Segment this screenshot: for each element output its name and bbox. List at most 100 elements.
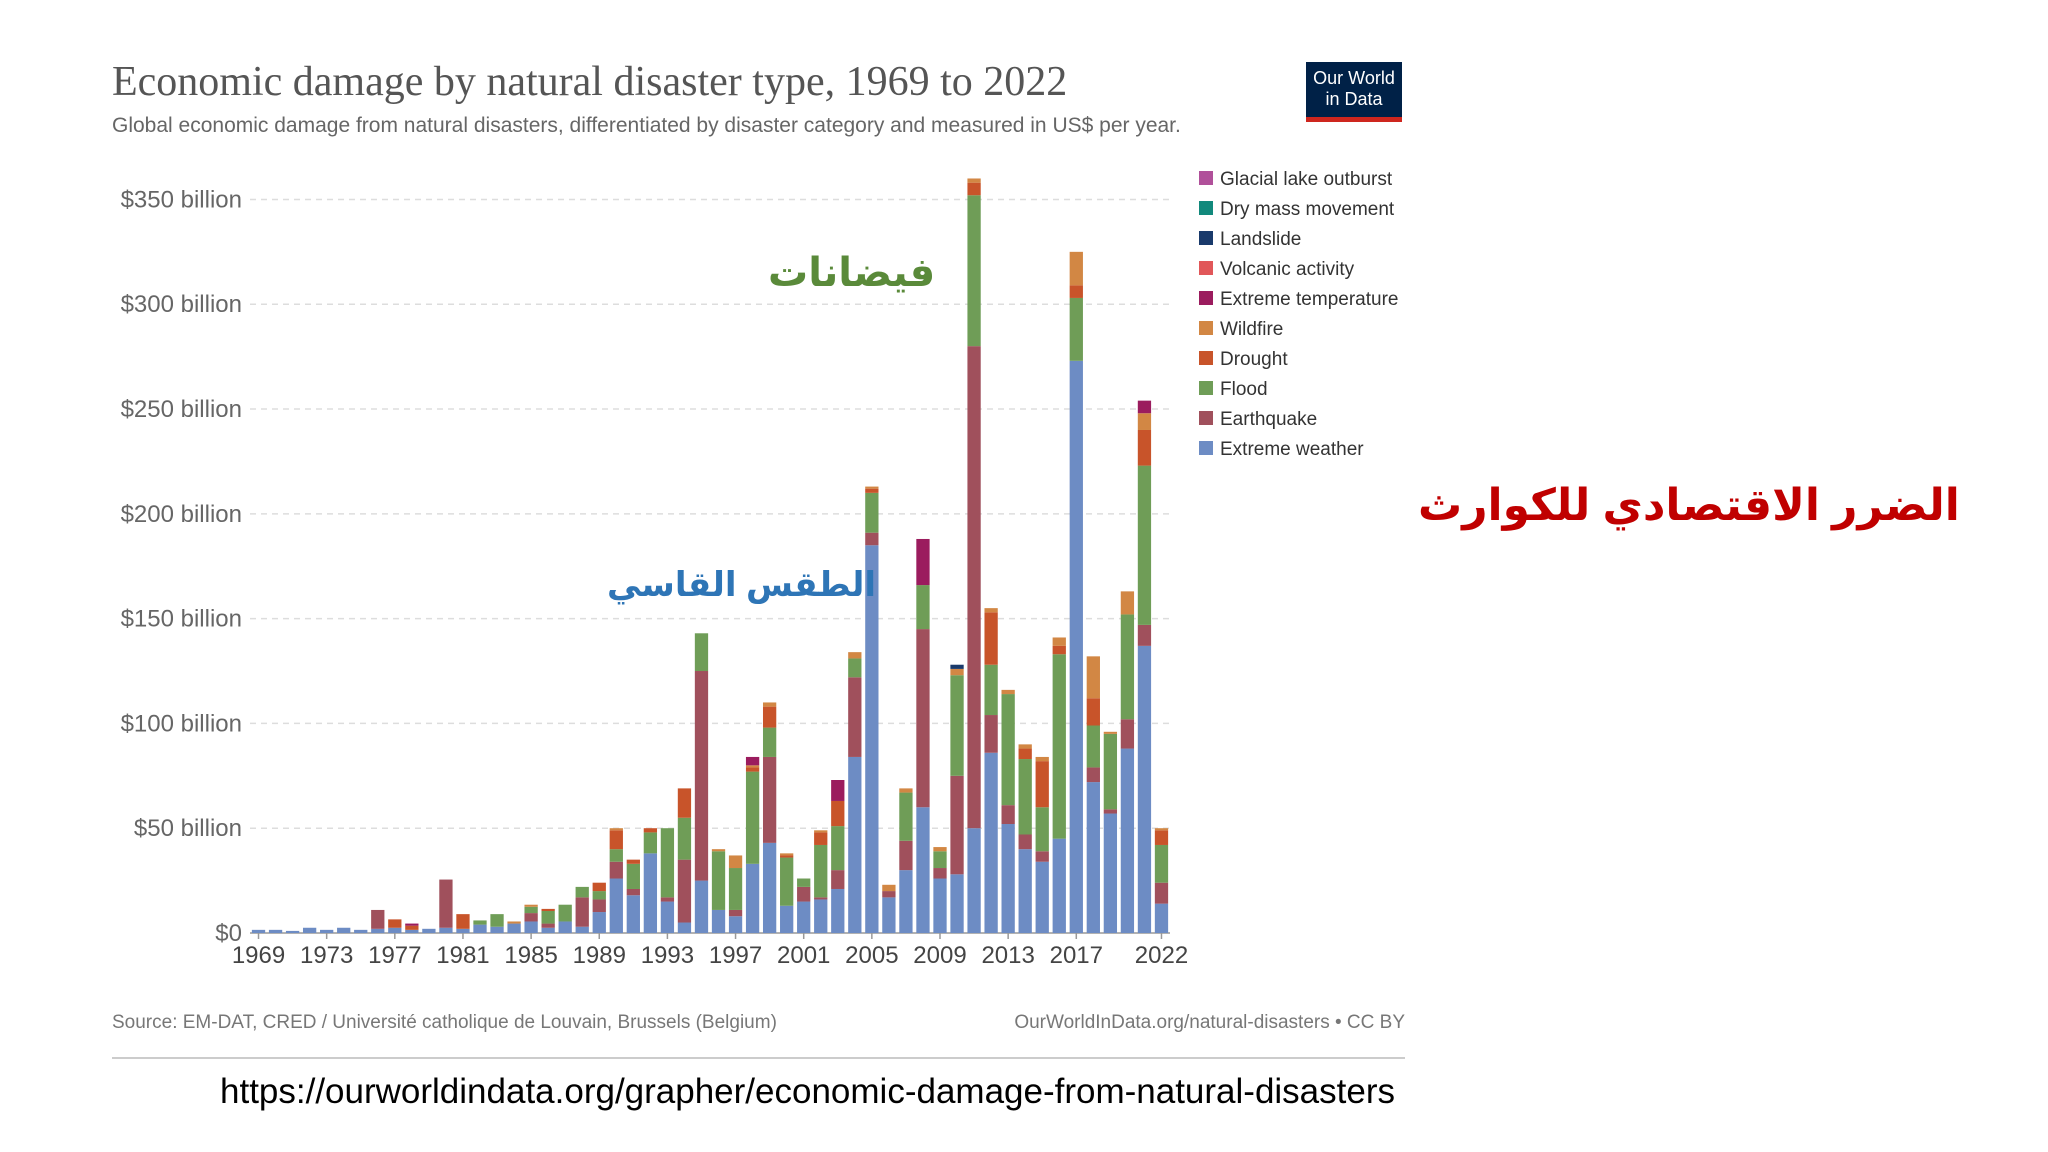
- bar-segment[interactable]: [865, 492, 879, 533]
- bar-segment[interactable]: [677, 817, 692, 860]
- bar-segment[interactable]: [354, 929, 368, 933]
- bar-segment[interactable]: [797, 886, 811, 902]
- credit-link[interactable]: OurWorldInData.org/natural-disasters • C…: [1014, 1012, 1405, 1033]
- legend-swatch[interactable]: [1199, 411, 1213, 425]
- legend-swatch[interactable]: [1199, 291, 1213, 305]
- bar-segment[interactable]: [1069, 285, 1083, 298]
- source-url[interactable]: https://ourworldindata.org/grapher/econo…: [220, 1072, 1395, 1111]
- bar-segment[interactable]: [780, 905, 794, 933]
- bar-segment[interactable]: [797, 878, 811, 887]
- bar-segment[interactable]: [1069, 251, 1083, 286]
- bar-segment[interactable]: [984, 664, 998, 716]
- bar-segment[interactable]: [609, 830, 623, 850]
- bar-segment[interactable]: [780, 857, 794, 906]
- bar-segment[interactable]: [473, 920, 487, 925]
- bar-segment[interactable]: [285, 930, 300, 933]
- bar-segment[interactable]: [507, 923, 521, 933]
- bar-segment[interactable]: [507, 921, 521, 924]
- bar-segment[interactable]: [831, 800, 845, 827]
- bar-segment[interactable]: [541, 908, 555, 911]
- bar-segment[interactable]: [745, 771, 760, 864]
- bar-segment[interactable]: [1086, 698, 1100, 726]
- bar-segment[interactable]: [762, 727, 777, 757]
- bar-segment[interactable]: [711, 851, 726, 910]
- bar-segment[interactable]: [933, 878, 947, 933]
- bar-segment[interactable]: [950, 664, 964, 669]
- bar-segment[interactable]: [745, 756, 760, 766]
- bar-segment[interactable]: [728, 868, 743, 910]
- bar-segment[interactable]: [745, 765, 760, 768]
- bar-segment[interactable]: [1137, 413, 1152, 430]
- bar-segment[interactable]: [933, 851, 947, 869]
- bar-segment[interactable]: [405, 929, 419, 933]
- bar-segment[interactable]: [1137, 645, 1152, 933]
- bar-segment[interactable]: [575, 897, 589, 927]
- bar-segment[interactable]: [643, 853, 658, 933]
- bar-segment[interactable]: [933, 868, 947, 879]
- bar-segment[interactable]: [797, 901, 811, 933]
- bar-segment[interactable]: [302, 927, 317, 933]
- bar-segment[interactable]: [848, 756, 862, 933]
- bar-segment[interactable]: [677, 788, 692, 818]
- bar-segment[interactable]: [609, 861, 623, 879]
- legend-label[interactable]: Wildfire: [1220, 319, 1283, 340]
- bar-segment[interactable]: [626, 895, 640, 933]
- bar-segment[interactable]: [1069, 360, 1083, 934]
- legend-swatch[interactable]: [1199, 441, 1213, 455]
- bar-segment[interactable]: [728, 855, 743, 869]
- bar-segment[interactable]: [967, 828, 981, 933]
- bar-segment[interactable]: [1001, 805, 1015, 825]
- bar-segment[interactable]: [405, 923, 419, 926]
- bar-segment[interactable]: [1035, 756, 1049, 762]
- bar-segment[interactable]: [575, 886, 589, 898]
- legend-label[interactable]: Volcanic activity: [1220, 259, 1355, 280]
- bar-segment[interactable]: [592, 912, 606, 933]
- bar-segment[interactable]: [1137, 465, 1152, 625]
- bar-segment[interactable]: [1120, 614, 1135, 720]
- bar-segment[interactable]: [1120, 748, 1135, 933]
- bar-segment[interactable]: [1018, 834, 1032, 850]
- bar-segment[interactable]: [1154, 903, 1169, 933]
- bar-segment[interactable]: [251, 929, 266, 933]
- bar-segment[interactable]: [1154, 844, 1169, 883]
- bar-segment[interactable]: [899, 788, 913, 793]
- bar-segment[interactable]: [609, 849, 623, 862]
- bar-segment[interactable]: [490, 914, 504, 927]
- bar-segment[interactable]: [916, 629, 930, 808]
- legend-label[interactable]: Earthquake: [1220, 409, 1317, 430]
- bar-segment[interactable]: [882, 897, 896, 933]
- bar-segment[interactable]: [967, 178, 981, 183]
- bar-segment[interactable]: [524, 913, 538, 922]
- bar-segment[interactable]: [1086, 656, 1100, 699]
- bar-segment[interactable]: [694, 880, 709, 933]
- bar-segment[interactable]: [558, 904, 572, 922]
- bar-segment[interactable]: [1052, 645, 1066, 655]
- bar-segment[interactable]: [984, 612, 998, 665]
- bar-segment[interactable]: [728, 916, 743, 933]
- bar-segment[interactable]: [728, 909, 743, 917]
- bar-segment[interactable]: [831, 888, 845, 933]
- bar-segment[interactable]: [1035, 861, 1049, 933]
- bar-segment[interactable]: [814, 899, 828, 933]
- bar-segment[interactable]: [524, 921, 538, 933]
- bar-segment[interactable]: [831, 780, 845, 801]
- bar-segment[interactable]: [711, 849, 726, 852]
- bar-segment[interactable]: [1018, 748, 1032, 760]
- bar-segment[interactable]: [780, 853, 794, 856]
- bar-segment[interactable]: [456, 928, 470, 933]
- bar-segment[interactable]: [882, 884, 896, 892]
- bar-segment[interactable]: [558, 921, 572, 933]
- bar-segment[interactable]: [814, 897, 828, 900]
- bar-segment[interactable]: [967, 346, 981, 829]
- legend-label[interactable]: Dry mass movement: [1220, 199, 1395, 220]
- bar-segment[interactable]: [592, 891, 606, 900]
- bar-segment[interactable]: [984, 608, 998, 613]
- bar-segment[interactable]: [490, 926, 504, 933]
- owid-logo[interactable]: Our World in Data: [1306, 62, 1402, 122]
- bar-segment[interactable]: [1018, 744, 1032, 749]
- bar-segment[interactable]: [439, 879, 453, 928]
- bar-segment[interactable]: [967, 195, 981, 347]
- bar-segment[interactable]: [814, 844, 828, 898]
- bar-segment[interactable]: [677, 859, 692, 923]
- bar-segment[interactable]: [1137, 400, 1152, 414]
